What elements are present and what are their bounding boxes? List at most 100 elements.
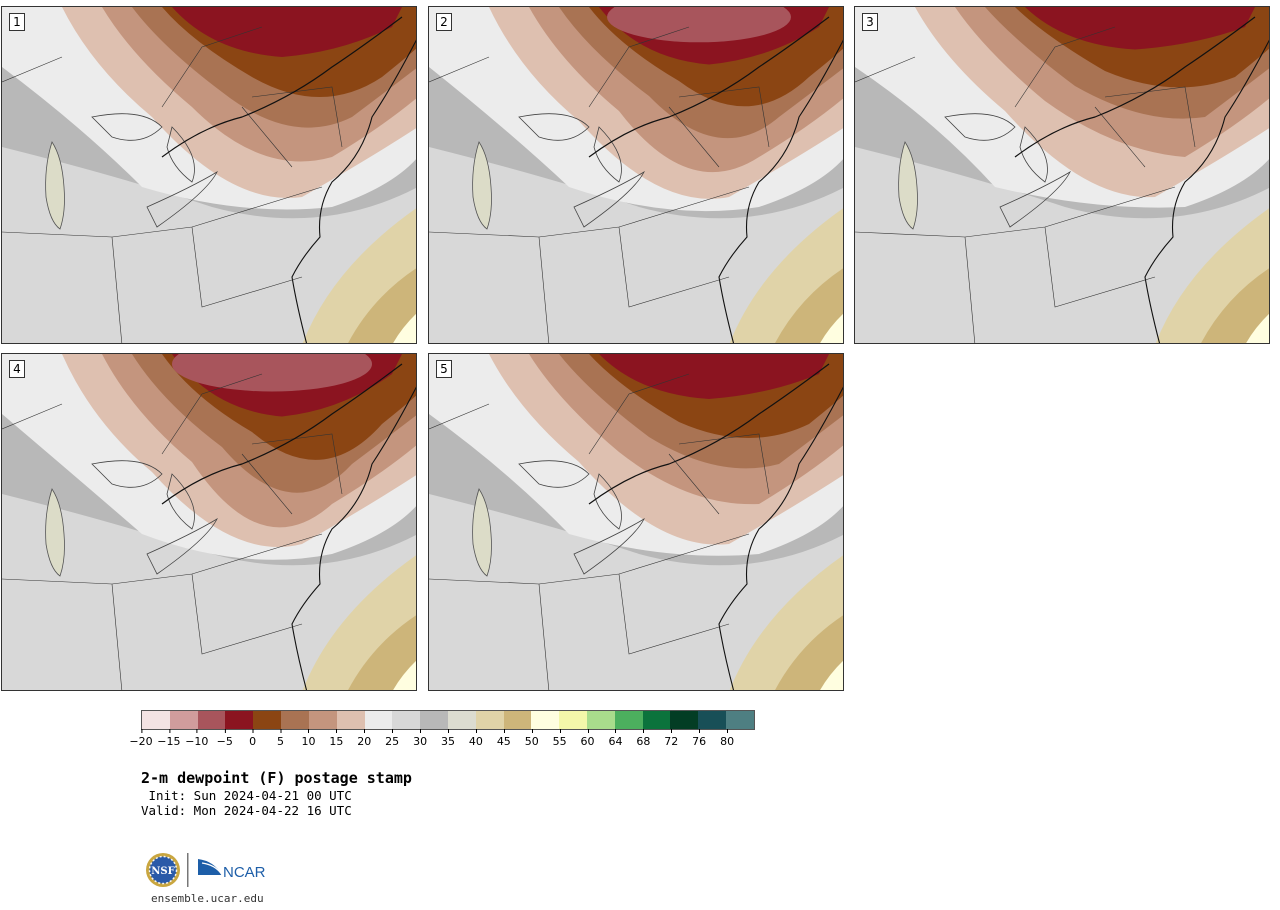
init-time: Init: Sun 2024-04-21 00 UTC — [141, 788, 352, 803]
colorbar-tick-label: 0 — [249, 729, 256, 748]
colorbar-tick-label: 40 — [469, 729, 483, 748]
international-border — [1014, 16, 1256, 158]
ocean-warm-fill — [348, 268, 416, 343]
dewpoint-map-1 — [2, 7, 416, 343]
mid-atlantic-fill — [429, 147, 843, 343]
international-border — [588, 363, 830, 505]
panel-number-2: 2 — [436, 13, 452, 31]
state-borders — [429, 373, 770, 690]
colorbar-tick-label: 5 — [277, 729, 284, 748]
lake-michigan — [472, 488, 492, 577]
panel-number-3: 3 — [862, 13, 878, 31]
colorbar-ticks: −20 −15 −10 −5 0 5 10 15 20 25 30 35 40 45 50 55 60 64 68 7… — [129, 729, 755, 750]
state-borders — [429, 26, 770, 343]
colorbar-swatch — [169, 711, 198, 729]
panel-number-5: 5 — [436, 360, 452, 378]
colorbar-tick-label: −10 — [185, 729, 208, 748]
logo-divider — [187, 853, 189, 887]
coastline — [1144, 39, 1269, 343]
ocean-humid-fill — [820, 660, 843, 690]
colorbar-tick-label: 35 — [441, 729, 455, 748]
panel-number-1: 1 — [9, 13, 25, 31]
colorbar-swatch — [726, 711, 754, 729]
colorbar-tick-label: 30 — [413, 729, 427, 748]
footer-url: ensemble.ucar.edu — [151, 892, 264, 905]
extreme-dry-fill — [172, 354, 372, 392]
colorbar-swatch — [142, 711, 170, 729]
coastline — [291, 39, 416, 343]
very-dry-fill — [599, 354, 829, 399]
colorbar-tick-label: 50 — [525, 729, 539, 748]
colorbar-swatch — [587, 711, 615, 729]
map-panel-2: 2 — [428, 6, 844, 344]
dewpoint-map-3 — [855, 7, 1269, 343]
mid-atlantic-fill — [855, 147, 1269, 343]
coastline — [718, 386, 843, 690]
colorbar-tick-label: 45 — [497, 729, 511, 748]
map-panel-5: 5 — [428, 353, 844, 691]
coastline — [291, 386, 416, 690]
colorbar-tick-label: 80 — [720, 729, 734, 748]
svg-text:NSF: NSF — [151, 866, 174, 877]
valid-time: Valid: Mon 2024-04-22 16 UTC — [141, 803, 352, 818]
colorbar-tick-label: −20 — [129, 729, 153, 748]
ocean-warm-fill — [775, 615, 843, 690]
colorbar-swatch — [642, 711, 671, 729]
great-lakes-outline — [518, 113, 645, 228]
colorbar-swatch — [197, 711, 226, 729]
colorbar-swatch — [336, 711, 365, 729]
extreme-dry-fill — [607, 7, 791, 43]
coastline — [718, 39, 843, 343]
map-panel-3: 3 — [854, 6, 1270, 344]
colorbar-swatch — [364, 711, 393, 729]
map-panel-1: 1 — [1, 6, 417, 344]
colorbar-tick-label: 72 — [664, 729, 678, 748]
colorbar-swatch — [392, 711, 421, 729]
map-panel-4: 4 — [1, 353, 417, 691]
colorbar-swatch — [308, 711, 337, 729]
dewpoint-map-2 — [429, 7, 843, 343]
very-dry-fill — [1025, 7, 1255, 50]
lake-michigan — [45, 141, 65, 230]
colorbar-tick-label: −15 — [157, 729, 181, 748]
state-borders — [2, 26, 343, 343]
state-borders — [2, 373, 343, 690]
colorbar-swatch — [559, 711, 587, 729]
great-lakes-outline — [944, 113, 1071, 228]
ocean-warm-fill — [348, 615, 416, 690]
ocean-humid-fill — [393, 660, 416, 690]
colorbar-swatch — [420, 711, 448, 729]
colorbar-swatch — [531, 711, 560, 729]
ocean-humid-fill — [393, 313, 416, 343]
international-border — [588, 16, 830, 158]
colorbar-tick-label: 64 — [608, 729, 622, 748]
colorbar-tick-label: 15 — [329, 729, 343, 748]
colorbar-tick-label: 25 — [385, 729, 399, 748]
international-border — [161, 363, 403, 505]
great-lakes-outline — [518, 460, 645, 575]
colorbar-tick-label: 76 — [692, 729, 706, 748]
colorbar-tick-label: 20 — [357, 729, 371, 748]
dewpoint-map-5 — [429, 354, 843, 690]
ncar-logo-icon: NCAR — [198, 859, 266, 881]
nsf-seal-icon: NSF — [146, 853, 180, 887]
colorbar-swatch — [225, 711, 254, 729]
colorbar-swatch — [447, 711, 476, 729]
colorbar-swatch — [614, 711, 643, 729]
mid-atlantic-fill — [429, 494, 843, 690]
state-borders — [855, 26, 1196, 343]
panel-number-4: 4 — [9, 360, 25, 378]
colorbar-swatch — [253, 711, 282, 729]
nsf-ncar-logo: NSF NCAR — [144, 851, 274, 891]
colorbar-tick-label: 55 — [553, 729, 567, 748]
colorbar-tick-label: 60 — [581, 729, 595, 748]
international-border — [161, 16, 403, 158]
mid-atlantic-fill — [2, 147, 416, 343]
colorbar-swatch — [281, 711, 309, 729]
colorbar-swatch — [698, 711, 727, 729]
great-lakes-outline — [91, 460, 218, 575]
colorbar-swatch — [670, 711, 699, 729]
colorbar-tick-label: 10 — [301, 729, 315, 748]
lake-michigan — [45, 488, 65, 577]
dewpoint-map-4 — [2, 354, 416, 690]
